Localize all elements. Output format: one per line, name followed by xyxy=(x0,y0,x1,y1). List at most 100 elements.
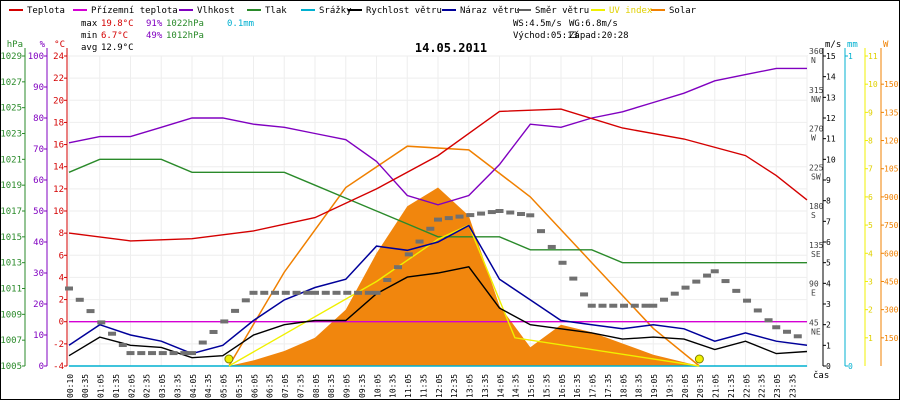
stats-block: max 19.8°C 91% 1022hPa 0.1mm min 6.7°C 4… xyxy=(81,19,629,53)
series-line-rychlost-v-tru xyxy=(68,266,808,359)
stats-min-press: 1012hPa xyxy=(166,31,204,41)
right-axis-tick-label: 11 xyxy=(826,135,836,144)
wind-direction-marker xyxy=(303,290,312,295)
right-axis-tick-label: 1200 xyxy=(884,137,899,146)
x-tick-label: 05:05 xyxy=(220,374,229,398)
wind-direction-marker xyxy=(517,212,526,217)
x-tick-label: 07:05 xyxy=(281,374,290,398)
direction-degree: 135 xyxy=(809,241,824,250)
right-axis-tick-label: 300 xyxy=(884,306,899,315)
wind-direction-marker xyxy=(292,290,301,295)
left-axis-tick-label: 6 xyxy=(59,251,64,261)
sun-marker xyxy=(694,354,704,364)
left-axis-tick-label: 12 xyxy=(53,185,64,195)
series-line-uv-index xyxy=(228,224,700,367)
direction-label: NE xyxy=(811,327,821,336)
wind-direction-marker xyxy=(260,290,269,295)
wind-direction-marker xyxy=(477,211,486,216)
left-axis-tick-label: 1021 xyxy=(1,155,22,165)
x-tick-label: 08:05 xyxy=(312,374,321,398)
wind-direction-marker xyxy=(487,210,496,215)
x-tick-label: 03:35 xyxy=(173,374,182,398)
wind-direction-marker xyxy=(455,214,464,219)
left-axis-tick-label: 50 xyxy=(33,207,44,217)
x-tick-label: 15:05 xyxy=(527,374,536,398)
legend-label: Tlak xyxy=(265,6,287,16)
direction-degree: 270 xyxy=(809,125,824,134)
right-axis-tick-label: 13 xyxy=(826,93,836,102)
series-line-teplota xyxy=(68,108,808,242)
stats-avg-label: avg xyxy=(81,43,97,53)
legend-label: Srážky xyxy=(319,6,352,16)
wind-direction-marker xyxy=(630,303,639,308)
legend-label: Solar xyxy=(669,6,697,16)
left-axis-tick-label: 1005 xyxy=(1,362,22,372)
left-axis-tick-label: 1015 xyxy=(1,233,22,243)
stats-wg: WG:6.8m/s xyxy=(569,19,618,29)
direction-label: NW xyxy=(811,95,821,104)
legend-label: UV index xyxy=(609,6,653,16)
x-tick-label: 09:35 xyxy=(358,374,367,398)
right-axis-tick-label: 600 xyxy=(884,249,899,258)
stats-sunrise: Východ:05:13 xyxy=(513,31,578,41)
right-axis-tick-label: 150 xyxy=(884,334,899,343)
right-axis-tick-label: 3 xyxy=(826,300,831,309)
wind-direction-marker xyxy=(710,269,719,274)
left-axis-tick-label: 40 xyxy=(33,238,44,248)
direction-degree: 180 xyxy=(809,202,824,211)
wind-direction-marker xyxy=(609,303,618,308)
left-axis-tick-label: 14 xyxy=(53,163,64,173)
wind-direction-marker xyxy=(732,288,741,293)
left-axis-tick-label: 30 xyxy=(33,269,44,279)
left-axis-tick-label: 8 xyxy=(59,229,64,239)
left-axis-tick-label: 2 xyxy=(59,296,64,306)
left-axis-tick-label: 22 xyxy=(53,74,64,84)
wind-direction-marker xyxy=(75,297,84,302)
x-tick-label: 09:05 xyxy=(343,374,352,398)
wind-direction-marker xyxy=(753,308,762,313)
left-axis-tick-label: 1009 xyxy=(1,310,22,320)
wind-direction-marker xyxy=(426,226,435,231)
wind-direction-marker xyxy=(641,303,650,308)
x-tick-label: 02:05 xyxy=(127,374,136,398)
wind-direction-marker xyxy=(394,265,403,270)
x-tick-label: 11:05 xyxy=(404,374,413,398)
right-axis-tick-label: 8 xyxy=(826,197,831,206)
left-axis-unit: % xyxy=(40,40,46,50)
direction-degree: 90 xyxy=(809,280,819,289)
stats-sunset: Západ:20:28 xyxy=(569,31,629,41)
wind-direction-marker xyxy=(587,303,596,308)
right-axis-tick-label: 10 xyxy=(868,80,878,89)
wind-direction-marker xyxy=(703,273,712,278)
wind-direction-marker xyxy=(281,290,290,295)
wind-direction-marker xyxy=(158,351,167,356)
left-axis-tick-label: 10 xyxy=(33,331,44,341)
right-axis-tick-label: 9 xyxy=(826,176,831,185)
x-tick-label: 13:05 xyxy=(466,374,475,398)
right-axis-tick-label: 10 xyxy=(826,155,836,164)
left-axis-tick-label: 60 xyxy=(33,176,44,186)
stats-ws: WS:4.5m/s xyxy=(513,19,562,29)
stats-max-label: max xyxy=(81,19,98,29)
legend-label: Směr větru xyxy=(535,6,589,16)
right-axis-tick-label: 6 xyxy=(868,193,873,202)
wind-direction-marker xyxy=(506,210,515,215)
right-axis-tick-label: 8 xyxy=(868,137,873,146)
left-axis-tick-label: -4 xyxy=(53,362,64,372)
wind-direction-marker xyxy=(364,290,373,295)
x-tick-label: 01:05 xyxy=(97,374,106,398)
left-axis-tick-label: 4 xyxy=(59,273,64,283)
left-axis-tick-label: 1013 xyxy=(1,259,22,269)
wind-direction-marker xyxy=(321,290,330,295)
wind-direction-marker xyxy=(271,290,280,295)
x-tick-label: 18:35 xyxy=(635,374,644,398)
sun-marker xyxy=(224,354,234,364)
wind-direction-marker xyxy=(231,308,240,313)
wind-direction-marker xyxy=(649,303,658,308)
wind-direction-marker xyxy=(383,277,392,282)
left-axis-tick-label: 90 xyxy=(33,83,44,93)
x-tick-label: 14:05 xyxy=(496,374,505,398)
right-axis-tick-label: 11 xyxy=(868,52,878,61)
